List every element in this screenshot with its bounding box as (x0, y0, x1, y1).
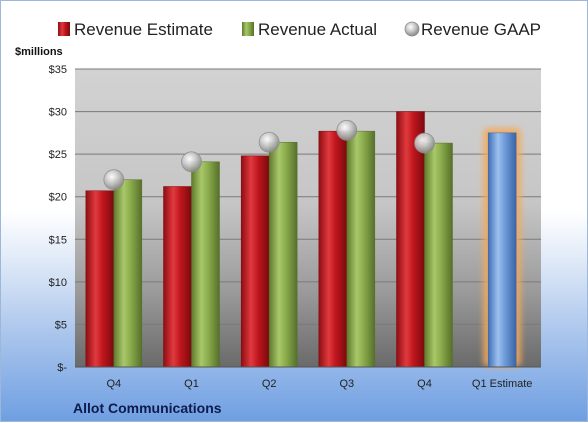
bar-revenue-estimate (163, 186, 192, 368)
bar-revenue-estimate (396, 111, 425, 368)
legend-label: Revenue GAAP (421, 20, 541, 39)
legend-label: Revenue Actual (258, 20, 377, 39)
x-tick-label: Q1 Estimate (472, 378, 533, 390)
legend-swatch (242, 22, 254, 36)
bar-revenue-estimate (240, 155, 270, 368)
x-tick-label: Q2 (262, 378, 277, 390)
x-axis: Q4 Q1 Q2 Q3 Q4 Q1 Estimate (106, 378, 532, 390)
bar-revenue-actual (113, 179, 143, 368)
bar-revenue-actual (191, 161, 220, 368)
y-tick-label: $25 (49, 149, 67, 161)
y-axis: $- $5 $10 $15 $20 $25 $30 $35 (49, 64, 541, 374)
marker-revenue-gaap (414, 132, 435, 154)
legend-swatch (58, 22, 70, 36)
gridlines (75, 68, 541, 325)
bar-revenue-actual (424, 142, 453, 368)
marker-revenue-gaap (181, 151, 202, 173)
legend-swatch-gaap (404, 21, 420, 37)
y-tick-label: $35 (49, 64, 67, 76)
legend: Revenue Estimate Revenue Actual Revenue GA… (58, 20, 541, 39)
bars (85, 111, 522, 368)
marker-revenue-gaap (103, 169, 125, 191)
x-tick-label: Q1 (184, 378, 199, 390)
marker-revenue-gaap (258, 131, 280, 153)
x-tick-label: Q4 (417, 378, 432, 390)
company-name: Allot Communications (73, 400, 222, 416)
marker-revenue-gaap (336, 119, 358, 141)
bar-revenue-actual (268, 141, 298, 368)
x-tick-label: Q3 (339, 378, 354, 390)
bar-revenue-estimate (318, 130, 348, 368)
y-tick-label: $20 (49, 192, 67, 204)
y-tick-label: $15 (49, 234, 67, 246)
bar-revenue-actual (346, 130, 376, 368)
y-tick-label: $30 (49, 107, 67, 119)
gaap-markers (103, 119, 435, 191)
x-tick-label: Q4 (106, 378, 121, 390)
bar-estimate-next (487, 132, 517, 368)
y-tick-label: $10 (49, 277, 67, 289)
y-tick-label: $5 (55, 319, 67, 331)
bar-revenue-estimate (85, 190, 115, 368)
plot-area (75, 69, 541, 367)
y-tick-label: $- (57, 362, 67, 374)
legend-label: Revenue Estimate (74, 20, 213, 39)
y-axis-unit: $millions (15, 46, 63, 58)
